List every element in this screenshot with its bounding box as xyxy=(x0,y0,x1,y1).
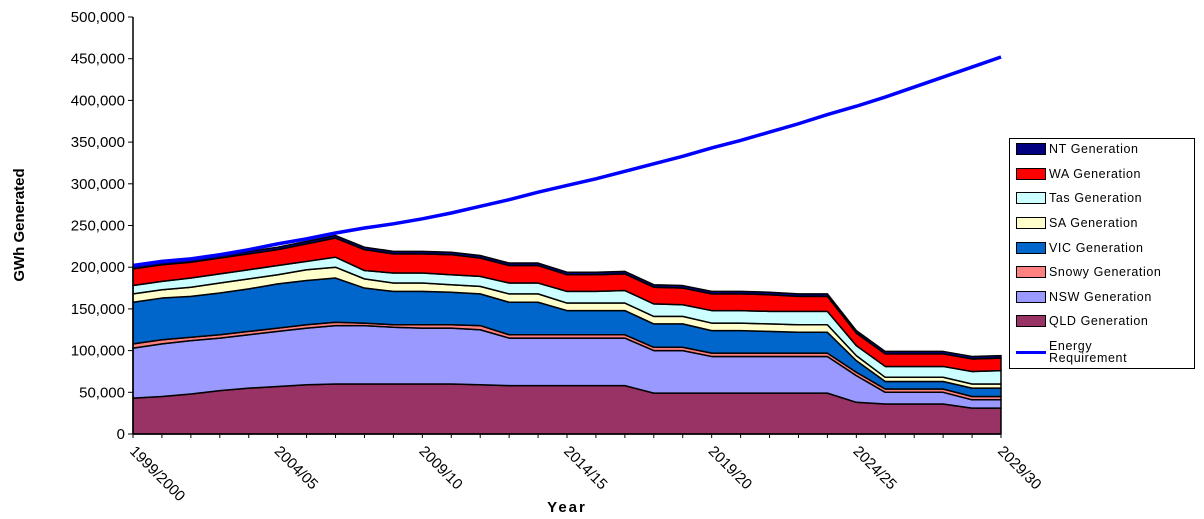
legend-label: SA Generation xyxy=(1049,215,1139,230)
x-axis-title: Year xyxy=(547,499,587,516)
legend-swatch xyxy=(1016,143,1046,155)
legend-swatch xyxy=(1016,266,1046,279)
legend-label: VIC Generation xyxy=(1049,240,1144,255)
legend-label: WA Generation xyxy=(1049,166,1142,181)
y-tick-label: 400,000 xyxy=(71,92,125,109)
legend-swatch xyxy=(1016,350,1046,354)
x-tick-label: 2024/25 xyxy=(850,443,900,493)
legend-item: WA Generation xyxy=(1016,166,1188,181)
legend-item: Tas Generation xyxy=(1016,191,1188,206)
x-tick-label: 1999/2000 xyxy=(126,443,188,505)
x-tick-label: 2019/20 xyxy=(705,443,755,493)
legend-swatch xyxy=(1016,192,1046,205)
legend: NT Generation WA Generation Tas Generation… xyxy=(1009,138,1195,369)
legend-label: QLD Generation xyxy=(1049,314,1149,329)
legend-item: QLD Generation xyxy=(1016,314,1188,329)
legend-label: Energy Requirement xyxy=(1049,339,1128,365)
y-axis-title: GWh Generated xyxy=(11,168,28,281)
legend-item: SA Generation xyxy=(1016,217,1188,229)
y-tick-label: 150,000 xyxy=(71,301,125,318)
x-tick-label: 2014/15 xyxy=(560,443,610,493)
legend-swatch xyxy=(1016,315,1046,328)
y-tick-label: 100,000 xyxy=(71,343,125,360)
legend-label: Tas Generation xyxy=(1049,191,1143,206)
legend-item: NT Generation xyxy=(1016,143,1188,155)
x-tick-label: 2029/30 xyxy=(994,443,1044,493)
y-tick-label: 350,000 xyxy=(71,134,125,151)
y-tick-label: 500,000 xyxy=(71,9,125,26)
legend-label: NT Generation xyxy=(1049,142,1139,156)
legend-item: NSW Generation xyxy=(1016,291,1188,303)
y-tick-label: 0 xyxy=(117,426,125,443)
y-tick-label: 450,000 xyxy=(71,51,125,68)
y-tick-label: 50,000 xyxy=(79,384,125,401)
areas xyxy=(132,234,1002,435)
x-tick-label: 2004/05 xyxy=(271,443,321,493)
y-tick-label: 250,000 xyxy=(71,218,125,235)
legend-swatch xyxy=(1016,290,1046,303)
legend-label: Snowy Generation xyxy=(1049,265,1162,280)
line xyxy=(132,55,1002,268)
legend-label: NSW Generation xyxy=(1049,289,1152,304)
legend-item: VIC Generation xyxy=(1016,240,1188,255)
legend-swatch xyxy=(1016,216,1046,229)
x-tick-label: 2009/10 xyxy=(416,443,466,493)
legend-item: Energy Requirement xyxy=(1016,340,1188,364)
legend-swatch xyxy=(1016,167,1046,180)
legend-item: Snowy Generation xyxy=(1016,266,1188,278)
legend-swatch xyxy=(1016,241,1046,254)
y-tick-label: 300,000 xyxy=(71,176,125,193)
y-tick-label: 200,000 xyxy=(71,259,125,276)
area xyxy=(132,234,1002,360)
